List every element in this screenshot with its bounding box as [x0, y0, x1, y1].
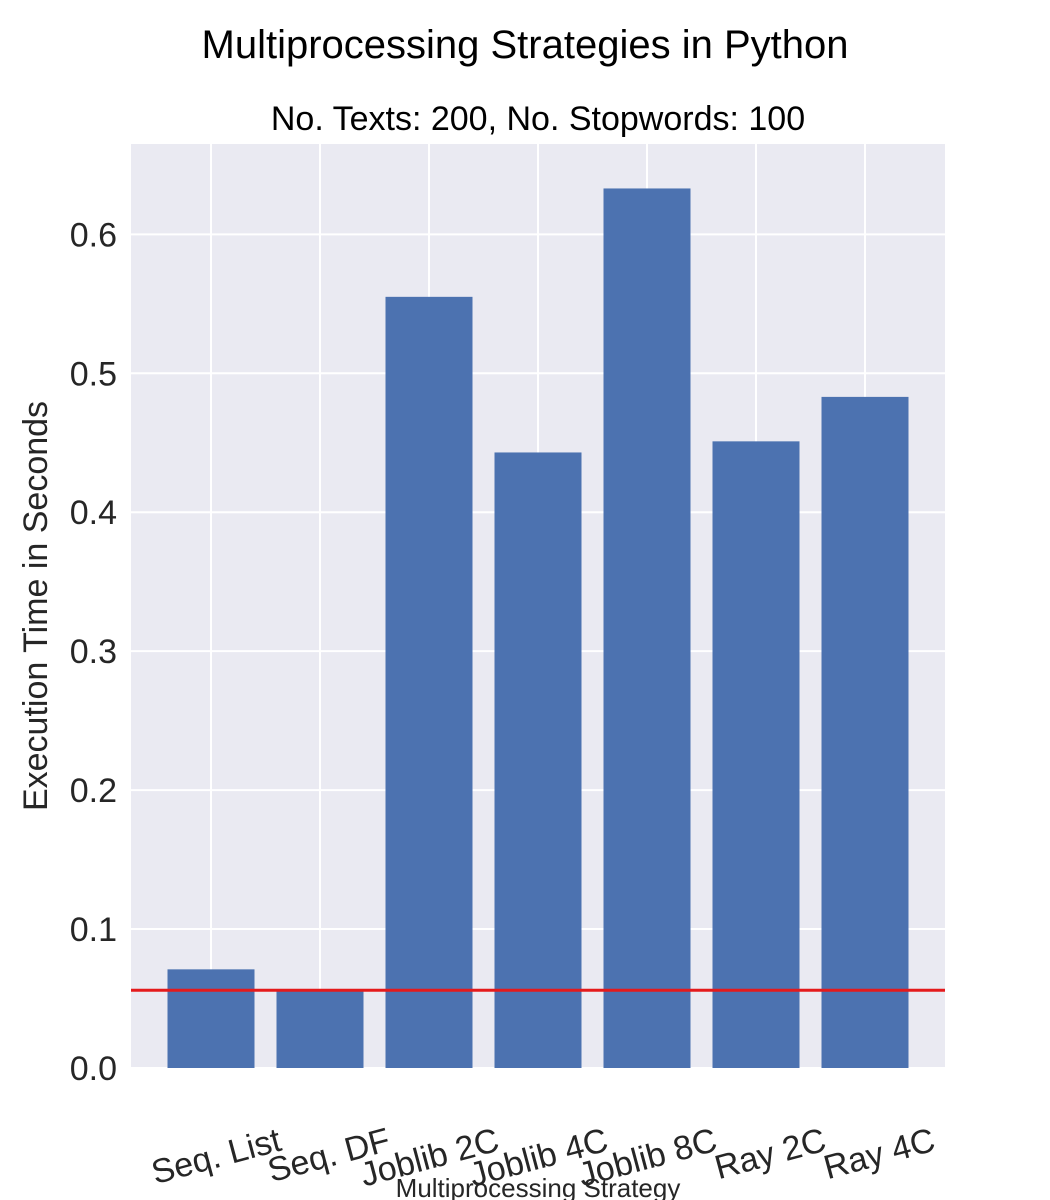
y-tick-labels: 0.0 0.1 0.2 0.3 0.4 0.5 0.6 [70, 216, 117, 1088]
x-axis-label: Multiprocessing Strategy [396, 1173, 681, 1200]
y-tick-label: 0.1 [70, 911, 117, 949]
bar-joblib-8c [603, 188, 691, 1069]
chart-suptitle: Multiprocessing Strategies in Python [202, 23, 849, 67]
bar-seq-list [167, 969, 255, 1068]
chart-title: No. Texts: 200, No. Stopwords: 100 [271, 100, 805, 138]
bar-joblib-2c [385, 296, 473, 1068]
y-axis-label: Execution Time in Seconds [17, 401, 55, 811]
bar-ray-4c [821, 396, 909, 1068]
bar-joblib-4c [494, 452, 582, 1069]
y-tick-label: 0.2 [70, 772, 117, 810]
y-tick-label: 0.6 [70, 216, 117, 254]
bar-ray-2c [712, 441, 800, 1068]
bar-seq-df [276, 990, 364, 1068]
bars [167, 188, 909, 1069]
y-tick-label: 0.4 [70, 494, 117, 532]
x-tick-label: Ray 4C [820, 1121, 939, 1187]
y-tick-label: 0.3 [70, 633, 117, 671]
x-tick-label: Ray 2C [711, 1121, 830, 1187]
y-tick-label: 0.0 [70, 1050, 117, 1088]
y-tick-label: 0.5 [70, 355, 117, 393]
